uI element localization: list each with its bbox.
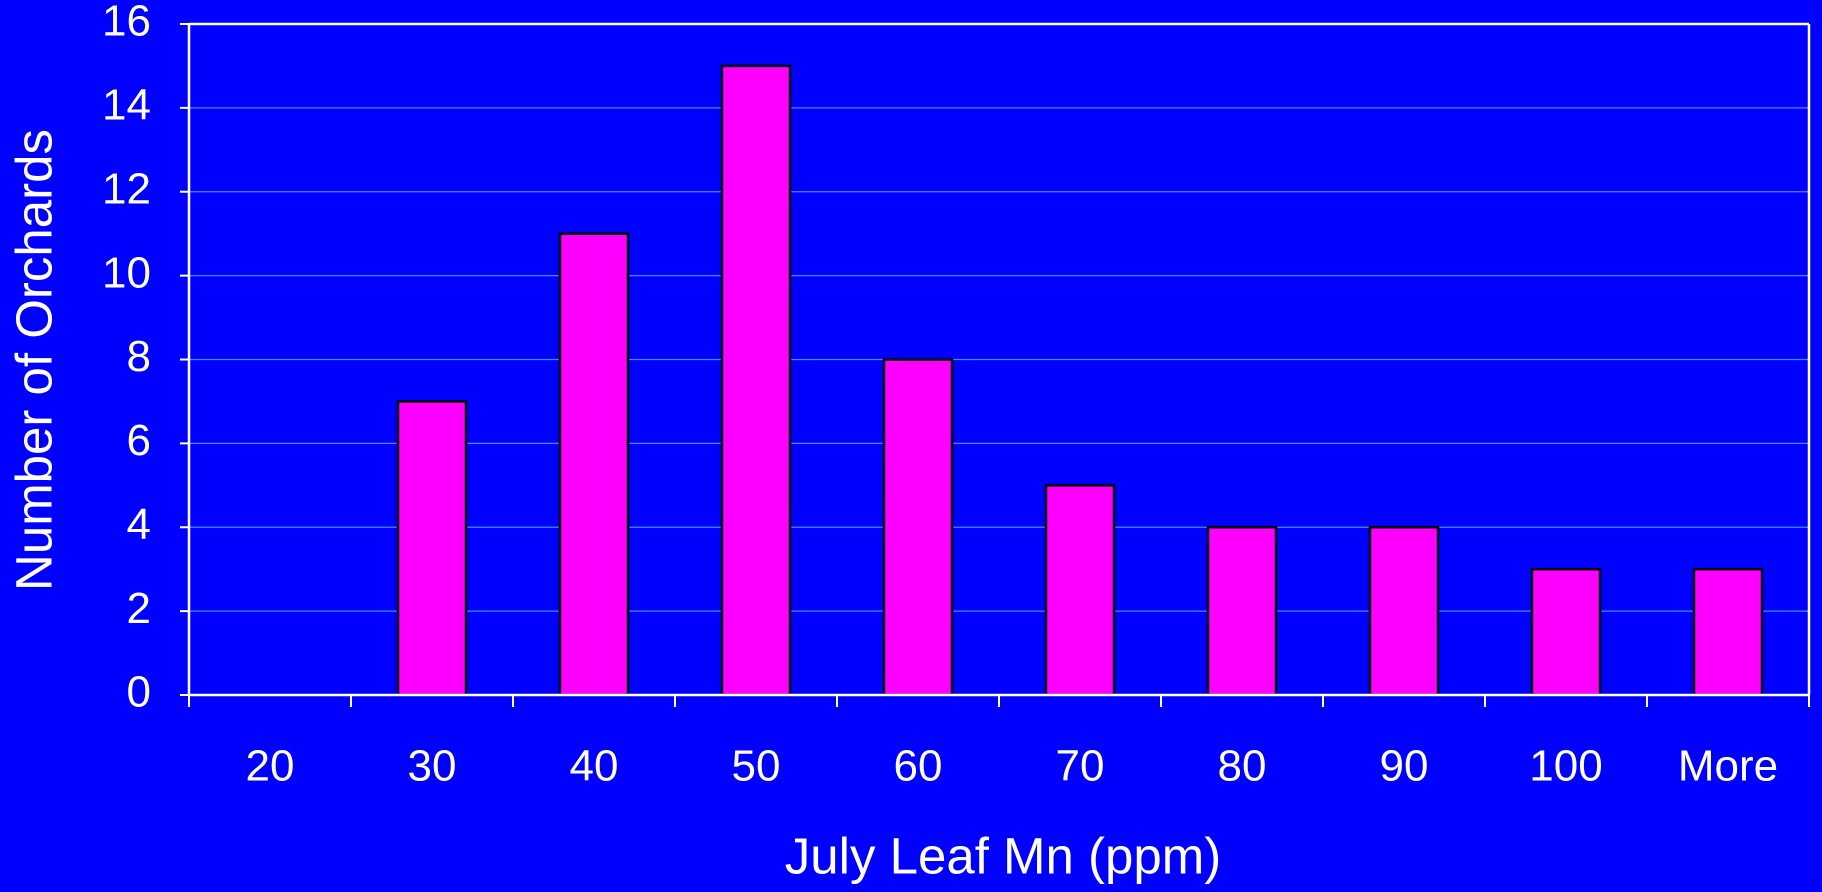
- y-tick-label: 10: [102, 248, 151, 297]
- x-tick-label: 70: [1056, 742, 1105, 791]
- x-tick-label: 50: [732, 742, 781, 791]
- y-tick-label: 2: [127, 584, 151, 633]
- y-tick-label: 6: [127, 416, 151, 465]
- x-tick-label: 20: [246, 742, 295, 791]
- x-tick-label: 60: [894, 742, 943, 791]
- y-tick-label: 12: [102, 164, 151, 213]
- x-tick-label: 100: [1529, 742, 1602, 791]
- x-axis-title: July Leaf Mn (ppm): [785, 827, 1222, 884]
- x-tick-label: 30: [408, 742, 457, 791]
- bar: [1044, 484, 1116, 697]
- y-tick-label: 8: [127, 332, 151, 381]
- y-tick-label: 16: [102, 0, 151, 46]
- bar: [1692, 567, 1764, 697]
- bar: [396, 400, 468, 697]
- x-tick-label: More: [1678, 742, 1778, 791]
- y-tick-label: 14: [102, 81, 151, 130]
- y-tick-label: 4: [127, 500, 151, 549]
- bar: [1530, 567, 1602, 697]
- x-tick-label: 80: [1218, 742, 1267, 791]
- x-tick-label: 40: [570, 742, 619, 791]
- bar: [720, 64, 792, 697]
- bar: [558, 232, 630, 697]
- y-axis-title: Number of Orchards: [5, 129, 62, 591]
- y-tick-label: 0: [127, 668, 151, 717]
- x-tick-label: 90: [1380, 742, 1429, 791]
- bar: [1206, 526, 1278, 697]
- bar: [882, 358, 954, 697]
- bar: [1368, 526, 1440, 697]
